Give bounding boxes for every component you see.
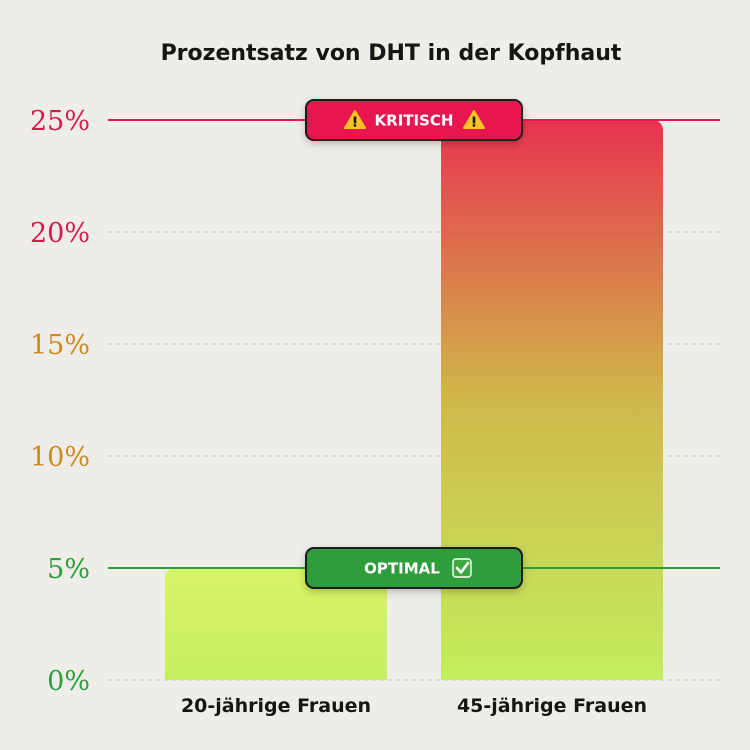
x-tick-label: 45-jährige Frauen [457, 695, 647, 717]
y-axis-ticks: 0% 5% 10% 15% 20% 25% [30, 106, 90, 697]
y-tick-label: 0% [47, 666, 90, 697]
y-tick-label: 25% [30, 106, 90, 137]
x-axis-ticks: 20-jährige Frauen 45-jährige Frauen [181, 695, 647, 717]
badge-label: OPTIMAL [364, 560, 440, 578]
y-tick-label: 15% [30, 330, 90, 361]
y-tick-label: 5% [47, 554, 90, 585]
y-tick-label: 10% [30, 442, 90, 473]
y-tick-label: 20% [30, 218, 90, 249]
bar-1 [165, 568, 387, 680]
x-tick-label: 20-jährige Frauen [181, 695, 371, 717]
bar-1-base [165, 668, 387, 680]
bars [165, 120, 663, 680]
chart-title: Prozentsatz von DHT in der Kopfhaut [161, 41, 622, 66]
check-icon [452, 558, 472, 578]
bar-2-base [441, 668, 663, 680]
badge-label: KRITISCH [375, 112, 454, 130]
badge-background [305, 99, 523, 141]
bar-2 [441, 120, 663, 680]
badge-kritisch: KRITISCH [305, 99, 523, 141]
warning-icon [463, 110, 485, 129]
warning-icon [344, 110, 366, 129]
reference-lines: KRITISCH OPTIMAL [108, 99, 720, 589]
badge-optimal: OPTIMAL [305, 547, 523, 589]
badge-background [305, 547, 523, 589]
grid-lines [108, 231, 720, 681]
